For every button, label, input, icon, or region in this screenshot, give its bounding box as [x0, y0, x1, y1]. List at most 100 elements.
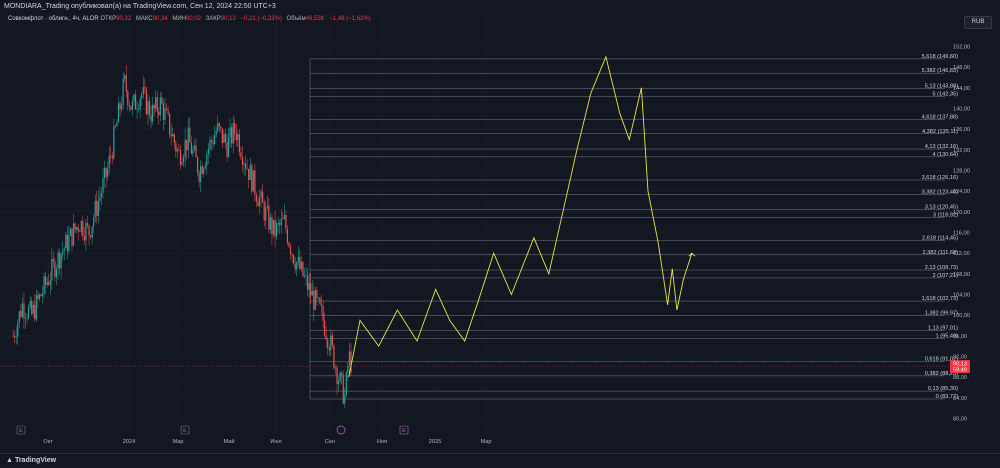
projection-path[interactable] — [348, 55, 696, 378]
candle-body — [14, 336, 16, 338]
candle-body — [164, 108, 166, 120]
event-marker-box — [180, 425, 190, 435]
fib-level-label: 2 (107,21) — [933, 273, 959, 279]
price-axis[interactable]: 152,00 148,00 144,00 140,00 136,00 132,00 128,… — [953, 45, 970, 423]
fib-level-label: 5,382 (146,83) — [922, 68, 959, 74]
candle-body — [17, 322, 19, 337]
fib-level-label: 3 (118,92) — [933, 212, 958, 218]
candle-body — [302, 261, 304, 277]
change-value: −0,21 (−0,23%) — [240, 16, 282, 22]
candle-body — [275, 223, 278, 237]
candle-body — [204, 165, 206, 169]
candle-body — [178, 149, 180, 151]
fib-level-label: 1,618 (102,73) — [922, 296, 959, 302]
candle-body — [65, 234, 67, 249]
candle-body — [20, 311, 22, 317]
candle-body — [224, 133, 227, 143]
candle-body — [207, 149, 209, 154]
candle-body — [99, 196, 101, 201]
candle-body — [46, 282, 48, 285]
currency-button[interactable]: RUB — [964, 16, 992, 29]
candle-body — [227, 137, 230, 157]
y-tick-label: 116,00 — [953, 231, 970, 237]
candle-body — [82, 220, 84, 236]
symbol-legend[interactable]: Совкомфлот · облигн., 4ч, ALOR ОТКР90,32… — [8, 16, 374, 22]
candle-body — [113, 126, 115, 159]
candle-body — [331, 335, 333, 346]
projection-line — [348, 55, 693, 378]
fib-level-label: 1 (95,49) — [936, 333, 959, 339]
candle-body — [345, 372, 347, 396]
candle-body — [128, 105, 130, 107]
candle-body — [18, 311, 20, 323]
candle-body — [134, 94, 137, 110]
candle-body — [155, 97, 157, 109]
event-marker-box — [16, 425, 26, 435]
candle-body — [342, 375, 344, 404]
low-label: МИН — [172, 16, 186, 22]
candle-body — [296, 261, 298, 270]
candle-body — [221, 128, 223, 143]
volume-change: −1,48 (−1,62%) — [329, 16, 371, 22]
candle-body — [308, 283, 310, 290]
candle-body — [344, 395, 346, 404]
candle-body — [303, 275, 306, 277]
event-marker-box — [399, 425, 409, 435]
candle-body — [314, 290, 316, 310]
candle-body — [96, 200, 98, 216]
candle-body — [238, 134, 240, 153]
candle-body — [72, 223, 75, 246]
x-tick-label: Июл — [270, 439, 281, 445]
time-axis[interactable]: Окт 2024 Мар Май Июл Сен Ноя 2025 Мар — [43, 438, 491, 445]
y-tick-label: 112,00 — [953, 251, 970, 257]
candle-body — [246, 168, 248, 170]
footer-bar: ▲ TradingView — [0, 453, 1000, 468]
candle-body — [325, 335, 327, 340]
candle-body — [165, 108, 168, 110]
fib-level-label: 1,13 (97,01) — [928, 326, 958, 332]
x-tick-label: 2024 — [123, 439, 135, 445]
candle-body — [310, 283, 312, 296]
event-marker-label: E — [19, 428, 23, 434]
candle-body — [192, 149, 194, 154]
candle-body — [32, 304, 34, 314]
candle-body — [241, 157, 244, 165]
candle-body — [62, 251, 64, 255]
instrument-name[interactable]: Совкомфлот · облигн., 4ч, ALOR — [8, 16, 99, 22]
candle-body — [229, 127, 231, 138]
candle-body — [156, 97, 158, 112]
candle-body — [41, 293, 44, 297]
fibonacci-extension[interactable]: 5,618 (149,60) 5,382 (146,83) 5,13 (143,88… — [309, 54, 959, 400]
candle-body — [243, 163, 245, 165]
candle-body — [148, 100, 151, 116]
candle-body — [15, 336, 17, 338]
candle-body — [145, 88, 147, 115]
candle-body — [37, 295, 39, 300]
fib-level-label: 3,382 (123,40) — [922, 189, 959, 195]
candle-body — [35, 295, 37, 320]
candle-body — [231, 127, 233, 144]
tradingview-logo[interactable]: ▲ TradingView — [6, 457, 56, 464]
candle-body — [330, 335, 332, 351]
candle-body — [175, 142, 177, 152]
price-tag-countdown: 59:49 — [953, 368, 967, 374]
close-label: ЗАКР — [205, 16, 221, 22]
candle-body — [319, 297, 321, 305]
candle-body — [176, 149, 178, 152]
candle-body — [170, 134, 172, 137]
candle-body — [125, 75, 127, 92]
candle-body — [27, 307, 30, 318]
candle-body — [260, 191, 262, 198]
candle-body — [337, 381, 340, 385]
candle-body — [258, 197, 261, 207]
candle-body — [294, 263, 296, 270]
candle-body — [51, 259, 53, 281]
candle-body — [119, 103, 121, 110]
candle-body — [210, 140, 213, 143]
candle-body — [29, 300, 31, 308]
open-value: 90,32 — [116, 16, 132, 22]
fib-level-label: 5,13 (143,88) — [925, 83, 958, 89]
fib-level-label: 5,618 (149,60) — [922, 54, 959, 60]
